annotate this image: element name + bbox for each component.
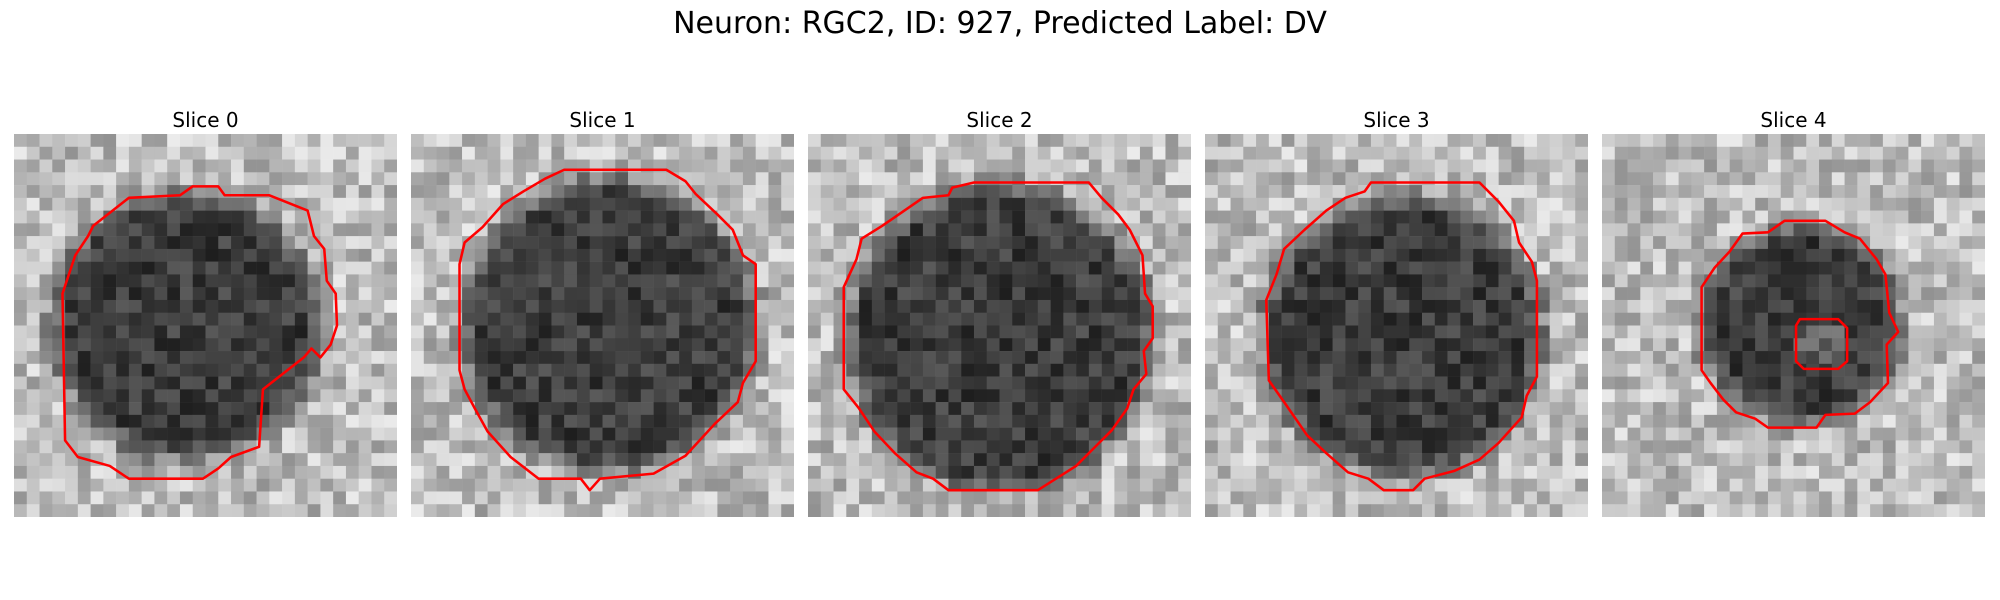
segmentation-contour <box>1265 181 1539 492</box>
grayscale-texture <box>1205 134 1588 517</box>
panel-title: Slice 1 <box>569 108 636 132</box>
grayscale-texture <box>14 134 397 517</box>
slice-image <box>14 134 397 517</box>
segmentation-contour <box>458 168 757 492</box>
slice-image <box>1205 134 1588 517</box>
grayscale-texture <box>808 134 1191 517</box>
inner-hole-contour <box>1794 317 1849 371</box>
panel-title: Slice 0 <box>172 108 239 132</box>
slice-image <box>411 134 794 517</box>
slice-image <box>1602 134 1985 517</box>
grayscale-texture <box>1602 134 1985 517</box>
figure-title: Neuron: RGC2, ID: 927, Predicted Label: … <box>673 6 1327 41</box>
segmentation-contour <box>61 185 339 480</box>
panel-title: Slice 2 <box>966 108 1033 132</box>
segmentation-contour <box>842 181 1154 492</box>
segmentation-contour <box>1700 219 1900 429</box>
slice-image <box>808 134 1191 517</box>
panel-title: Slice 3 <box>1363 108 1430 132</box>
grayscale-texture <box>411 134 794 517</box>
panel-title: Slice 4 <box>1760 108 1827 132</box>
